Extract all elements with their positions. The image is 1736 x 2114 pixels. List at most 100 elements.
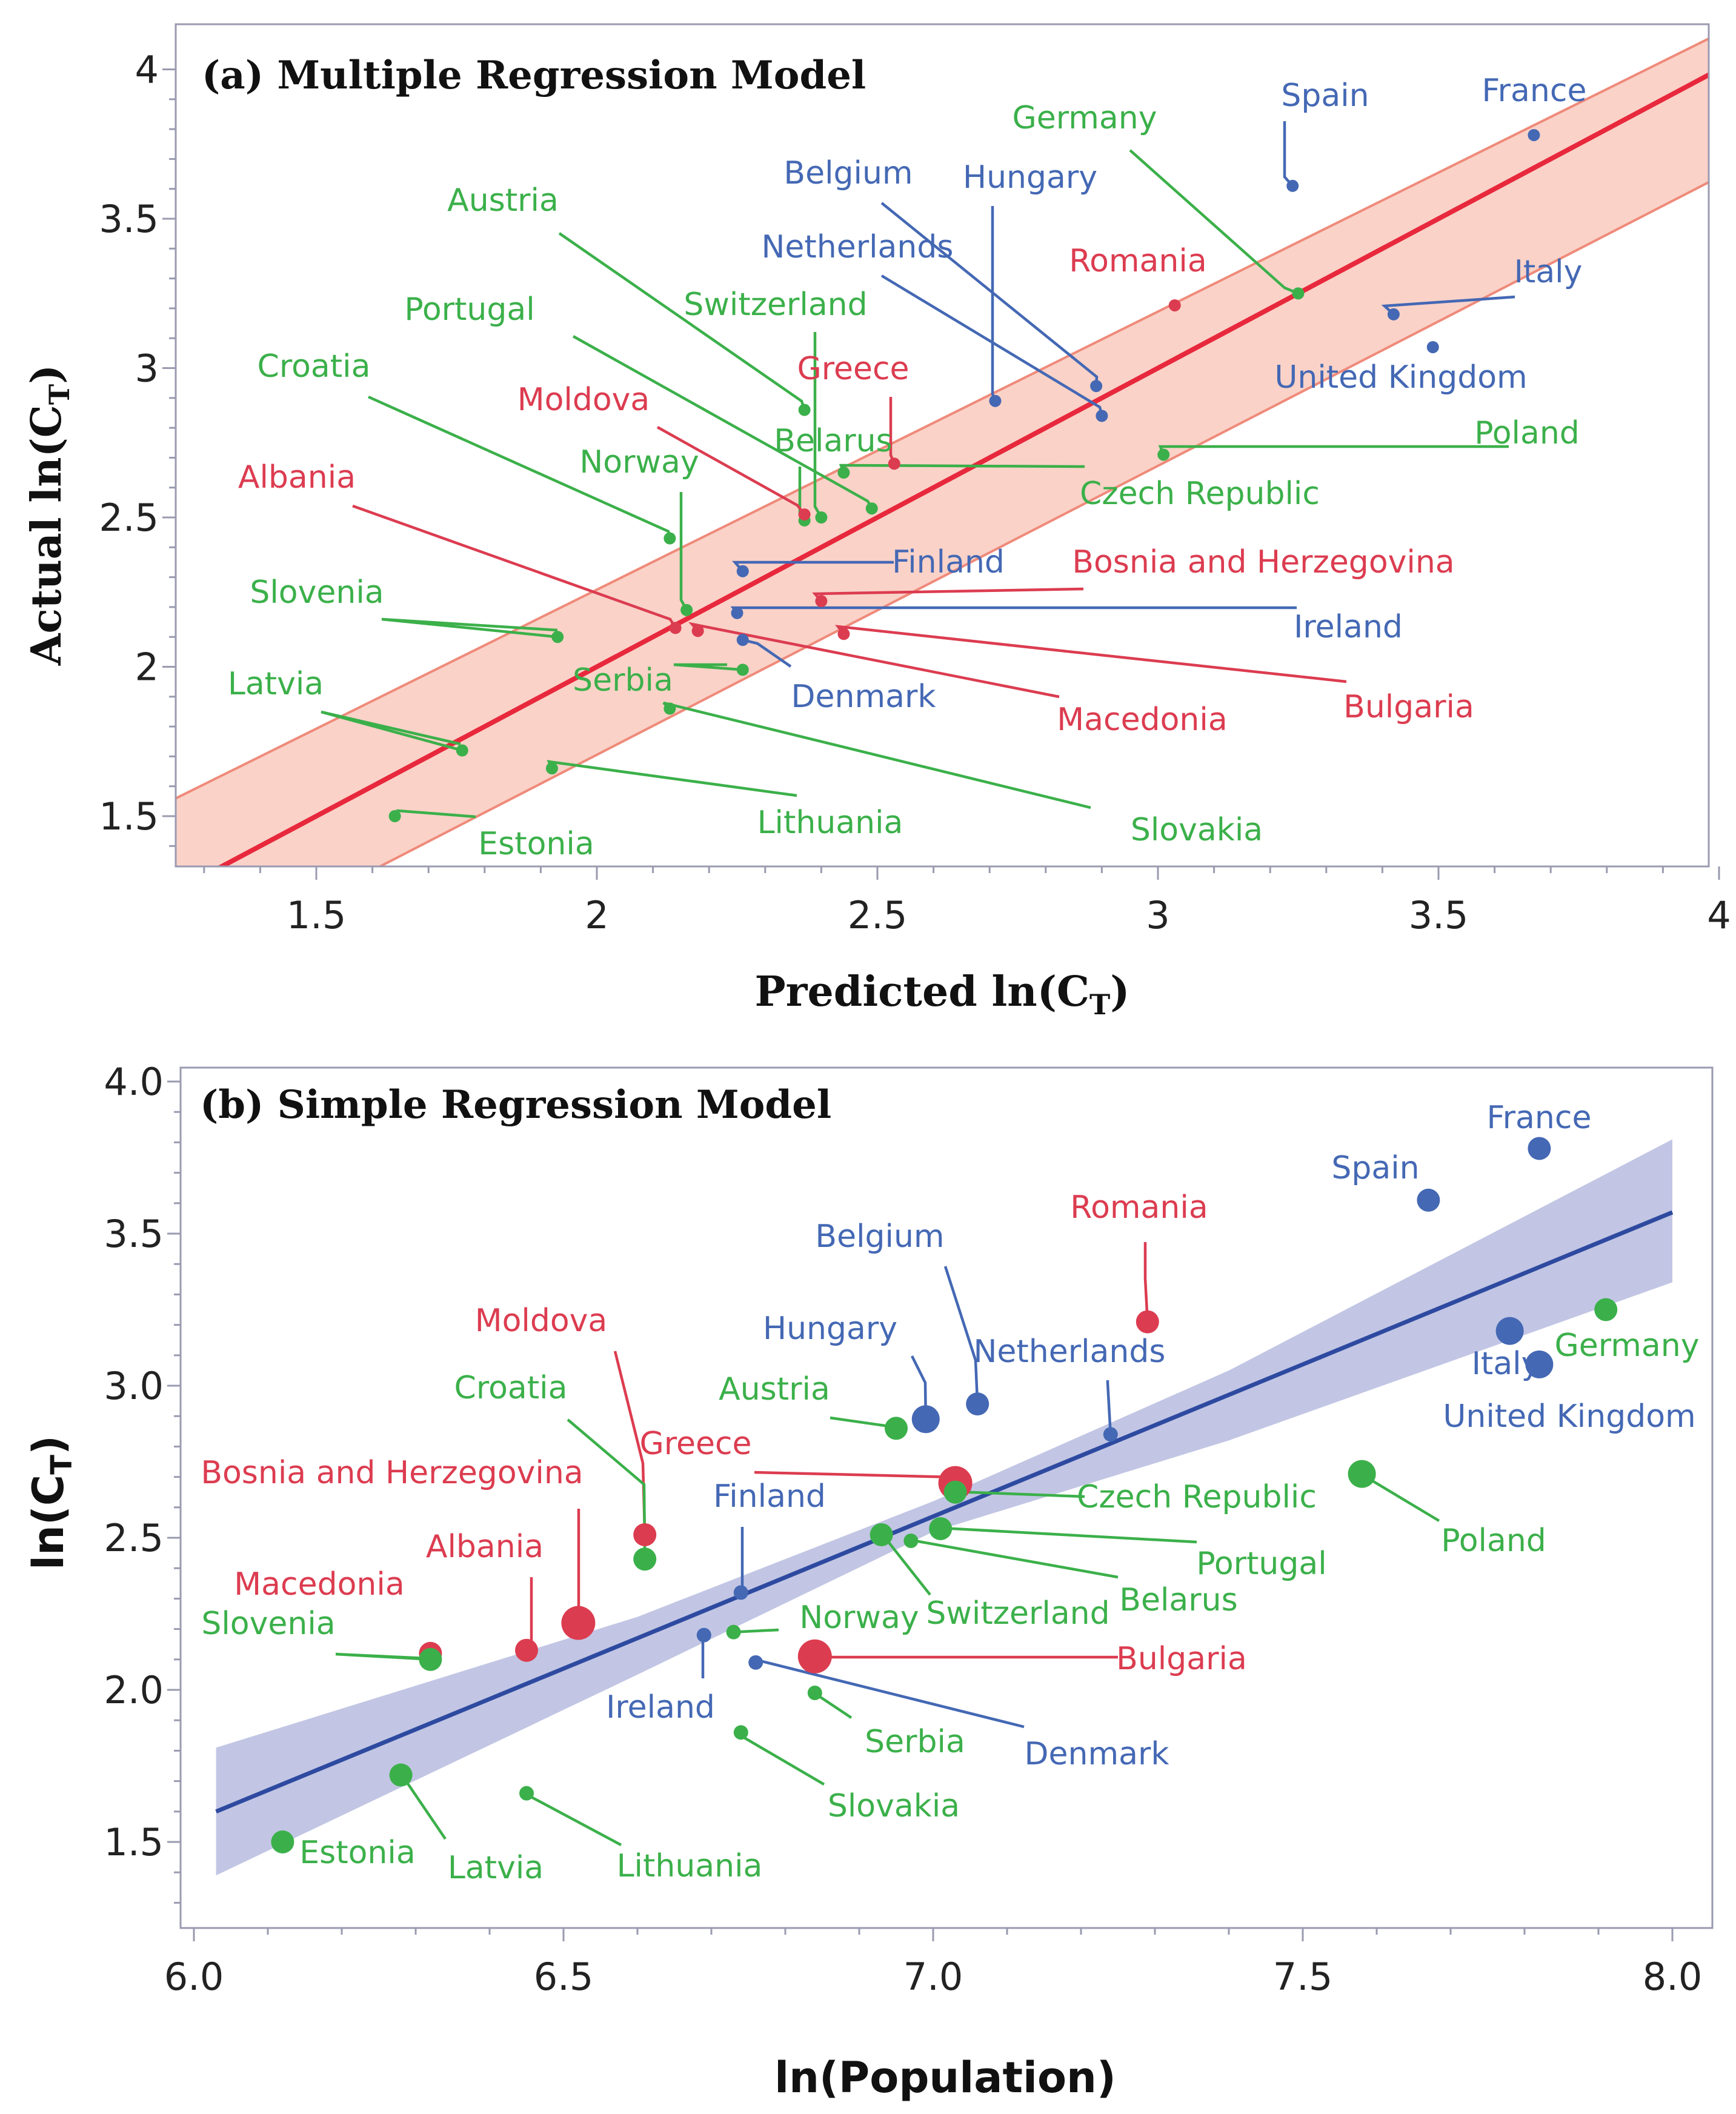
panel-a-regression-line bbox=[216, 72, 1709, 866]
panel-b-point-czech-republic bbox=[943, 1480, 967, 1504]
panel-b-point-netherlands bbox=[1103, 1427, 1118, 1442]
panel-b-point-serbia bbox=[807, 1686, 822, 1701]
panel-a-label-lithuania: Lithuania bbox=[757, 805, 903, 841]
panel-b-label-united-kingdom: United Kingdom bbox=[1443, 1398, 1695, 1435]
panel-a-label-spain: Spain bbox=[1281, 78, 1369, 114]
panel-a-ytick-label-5: 4 bbox=[135, 48, 159, 92]
panel-b-label-bosnia-and-herzegovina: Bosnia and Herzegovina bbox=[201, 1455, 583, 1491]
panel-a-label-croatia: Croatia bbox=[258, 348, 371, 385]
panel-a-point-bulgaria bbox=[837, 628, 850, 640]
panel-a-leader-serbia bbox=[673, 663, 743, 671]
panel-b-point-croatia bbox=[633, 1547, 657, 1571]
panel-b-label-austria: Austria bbox=[719, 1371, 830, 1408]
panel-b-label-france: France bbox=[1487, 1100, 1592, 1136]
panel-a-confidence-band bbox=[176, 37, 1709, 866]
panel-a-point-estonia bbox=[388, 810, 401, 822]
panel-b-point-belgium bbox=[966, 1392, 989, 1416]
panel-a-label-greece: Greece bbox=[797, 351, 909, 387]
panel-a-label-poland: Poland bbox=[1474, 415, 1580, 451]
panel-a-title: (a) Multiple Regression Model bbox=[202, 53, 866, 98]
panel-b-leader-romania bbox=[1143, 1242, 1149, 1322]
panel-a-label-macedonia: Macedonia bbox=[1057, 702, 1227, 738]
panel-b-leader-norway bbox=[733, 1628, 779, 1634]
panel-b-point-belarus bbox=[903, 1534, 919, 1549]
panel-a-label-romania: Romania bbox=[1069, 243, 1206, 279]
panel-a-point-macedonia bbox=[691, 625, 704, 637]
panel-a-point-germany bbox=[1292, 287, 1305, 300]
panel-b-label-slovakia: Slovakia bbox=[828, 1788, 960, 1824]
panel-a-point-czech-republic bbox=[837, 467, 850, 479]
panel-b-point-albania bbox=[515, 1638, 538, 1662]
panel-a-point-belgium bbox=[1090, 380, 1103, 393]
panel-b-title: (b) Simple Regression Model bbox=[200, 1082, 831, 1128]
panel-b-confidence-band bbox=[216, 1139, 1672, 1876]
panel-b-point-norway bbox=[726, 1624, 741, 1640]
panel-b-point-moldova bbox=[633, 1523, 657, 1546]
panel-a-xtick-label-0: 1.5 bbox=[287, 893, 347, 937]
panel-a-point-norway bbox=[680, 603, 693, 616]
panel-a-point-hungary bbox=[989, 394, 1002, 407]
panel-a-label-united-kingdom: United Kingdom bbox=[1274, 359, 1527, 396]
panel-a-xtick-label-5: 4 bbox=[1707, 893, 1731, 937]
panel-b-point-spain bbox=[1417, 1188, 1440, 1212]
panel-b-label-switzerland: Switzerland bbox=[926, 1595, 1109, 1632]
panel-b-xtick-label-1: 6.5 bbox=[534, 1955, 594, 1999]
panel-b-label-lithuania: Lithuania bbox=[617, 1848, 763, 1884]
panel-a-point-albania bbox=[669, 622, 682, 634]
panel-a-frame bbox=[175, 23, 1710, 868]
panel-a-point-portugal bbox=[865, 502, 878, 515]
panel-a-ticks: 1.5 2 2.5 3 3.5 4 1.5 2 2.5 3 3.5 4 bbox=[99, 48, 1731, 938]
panel-a-label-switzerland: Switzerland bbox=[683, 287, 867, 323]
panel-b-leader-slovenia bbox=[335, 1652, 431, 1661]
panel-a-point-latvia bbox=[456, 744, 468, 757]
panel-b-label-denmark: Denmark bbox=[1024, 1736, 1169, 1772]
panel-b-simple-regression: France Spain Romania Germany Italy United Kin… bbox=[24, 1060, 1714, 2102]
panel-a-ytick-label-0: 1.5 bbox=[99, 794, 159, 839]
panel-b-point-portugal bbox=[929, 1517, 953, 1540]
panel-b-label-ireland: Ireland bbox=[606, 1689, 715, 1726]
panel-a-point-spain bbox=[1286, 179, 1299, 192]
panel-a-y-axis-title: Actual ln(CT) bbox=[22, 365, 76, 666]
panel-a-xtick-label-2: 2.5 bbox=[848, 893, 908, 937]
panel-b-xtick-label-2: 7.0 bbox=[903, 1955, 963, 1999]
panel-b-points bbox=[271, 1137, 1618, 1853]
panel-b-label-romania: Romania bbox=[1070, 1189, 1208, 1226]
panel-b-point-italy bbox=[1495, 1317, 1524, 1345]
panel-a-xtick-label-1: 2 bbox=[585, 893, 608, 937]
panel-b-point-austria bbox=[885, 1417, 908, 1440]
panel-b-ytick-label-3: 3.0 bbox=[104, 1364, 164, 1408]
panel-a-label-italy: Italy bbox=[1514, 254, 1583, 290]
panel-a-point-italy bbox=[1387, 308, 1400, 321]
panel-b-label-belgium: Belgium bbox=[815, 1218, 944, 1255]
panel-b-leader-belgium bbox=[943, 1266, 979, 1404]
panel-b-regression-line bbox=[215, 1210, 1674, 1814]
panel-b-xtick-label-0: 6.0 bbox=[164, 1955, 224, 1999]
panel-a-point-austria bbox=[798, 404, 811, 416]
panel-a-label-portugal: Portugal bbox=[404, 291, 534, 328]
panel-a-label-hungary: Hungary bbox=[963, 159, 1097, 196]
panel-b-label-hungary: Hungary bbox=[763, 1311, 897, 1347]
panel-a-point-france bbox=[1528, 128, 1540, 141]
panel-b-point-latvia bbox=[389, 1763, 413, 1787]
panel-a-point-labels: France Spain Germany Belgium HungaryNetherla… bbox=[228, 73, 1587, 862]
panel-b-label-germany: Germany bbox=[1554, 1328, 1699, 1364]
panel-a-point-netherlands bbox=[1096, 410, 1108, 422]
panel-b-label-moldova: Moldova bbox=[475, 1303, 608, 1339]
panel-a-leader-latvia bbox=[321, 710, 463, 752]
panel-b-label-bulgaria: Bulgaria bbox=[1116, 1641, 1247, 1677]
panel-b-label-norway: Norway bbox=[799, 1600, 919, 1636]
panel-b-point-hungary bbox=[911, 1405, 940, 1434]
panel-a-point-greece bbox=[888, 457, 900, 470]
panel-a-point-united-kingdom bbox=[1426, 341, 1439, 353]
panel-a-point-lithuania bbox=[545, 762, 558, 775]
panel-b-point-lithuania bbox=[519, 1786, 534, 1801]
panel-b-ytick-label-5: 4.0 bbox=[104, 1060, 164, 1104]
panel-a-label-denmark: Denmark bbox=[791, 679, 936, 715]
panel-a-ytick-label-4: 3.5 bbox=[99, 197, 159, 241]
panel-a-label-albania: Albania bbox=[238, 459, 356, 496]
panel-a-label-slovakia: Slovakia bbox=[1131, 812, 1263, 848]
panel-a-label-norway: Norway bbox=[579, 444, 699, 480]
panel-b-label-czech-republic: Czech Republic bbox=[1077, 1479, 1317, 1515]
panel-b-label-italy: Italy bbox=[1472, 1346, 1540, 1382]
panel-a-label-france: France bbox=[1482, 73, 1587, 109]
